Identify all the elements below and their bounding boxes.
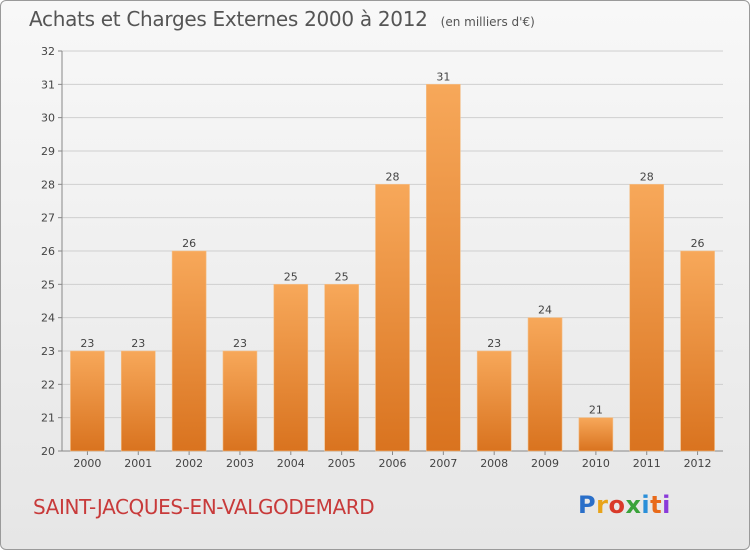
data-label-2012: 26 <box>691 237 705 250</box>
x-tick-label-2011: 2011 <box>633 457 661 470</box>
chart-title-text: Achats et Charges Externes 2000 à 2012 <box>29 7 428 31</box>
y-tick-label: 26 <box>41 245 55 258</box>
logo-letter: i <box>662 491 671 519</box>
y-tick-label: 32 <box>41 45 55 58</box>
chart-unit: (en milliers d'€) <box>440 15 535 29</box>
bar-2001 <box>120 350 156 452</box>
commune-name: SAINT-JACQUES-EN-VALGODEMARD <box>33 495 375 519</box>
x-tick-label-2002: 2002 <box>175 457 203 470</box>
y-tick-label: 22 <box>41 378 55 391</box>
data-label-2010: 21 <box>589 404 603 417</box>
logo-letter: P <box>578 491 597 519</box>
logo-letter: t <box>650 491 663 519</box>
x-tick-label-2004: 2004 <box>277 457 305 470</box>
y-tick-label: 24 <box>41 312 55 325</box>
data-label-2000: 23 <box>80 337 94 350</box>
data-label-2006: 28 <box>386 170 400 183</box>
y-tick-label: 25 <box>41 278 55 291</box>
x-tick-label-2005: 2005 <box>328 457 356 470</box>
x-tick-label-2000: 2000 <box>73 457 101 470</box>
y-tick-label: 29 <box>41 145 55 158</box>
logo-letter: x <box>625 491 642 519</box>
y-tick-label: 30 <box>41 112 55 125</box>
bar-2002 <box>171 250 207 452</box>
data-label-2007: 31 <box>436 70 450 83</box>
x-tick-label-2006: 2006 <box>379 457 407 470</box>
data-label-2001: 23 <box>131 337 145 350</box>
y-tick-label: 27 <box>41 212 55 225</box>
labels: 20 21 22 23 24 25 26 27 28 29 30 31 32 23 2000 23 2001 26… <box>41 45 712 470</box>
y-tick-label: 31 <box>41 78 55 91</box>
bar-2005 <box>324 284 359 452</box>
data-label-2009: 24 <box>538 304 552 317</box>
bar-2006 <box>375 184 410 452</box>
bar-2003 <box>222 350 258 452</box>
data-label-2004: 25 <box>284 270 298 283</box>
bar-2004 <box>273 284 309 452</box>
chart-title: Achats et Charges Externes 2000 à 2012 (… <box>29 7 535 31</box>
x-tick-label-2009: 2009 <box>531 457 559 470</box>
x-tick-label-2001: 2001 <box>124 457 152 470</box>
logo-letter: i <box>641 491 651 519</box>
bar-2011 <box>629 184 665 452</box>
y-tick-label: 23 <box>41 345 55 358</box>
y-tick-label: 21 <box>41 412 55 425</box>
bar-2012 <box>680 250 715 452</box>
data-label-2003: 23 <box>233 337 247 350</box>
data-label-2008: 23 <box>487 337 501 350</box>
x-tick-label-2010: 2010 <box>582 457 610 470</box>
bar-2007 <box>426 84 461 452</box>
data-label-2005: 25 <box>335 270 349 283</box>
logo-letter: o <box>608 491 626 519</box>
bar-2009 <box>527 317 563 452</box>
x-tick-label-2007: 2007 <box>429 457 457 470</box>
logo-letter: r <box>596 491 609 519</box>
bar-2000 <box>70 350 105 452</box>
proxiti-logo: Proxiti <box>578 491 671 519</box>
x-tick-label-2008: 2008 <box>480 457 508 470</box>
data-label-2011: 28 <box>640 170 654 183</box>
data-label-2002: 26 <box>182 237 196 250</box>
bars <box>70 84 715 452</box>
bar-2010 <box>578 417 614 452</box>
y-tick-label: 20 <box>41 445 55 458</box>
y-tick-label: 28 <box>41 178 55 191</box>
x-tick-label-2012: 2012 <box>684 457 712 470</box>
x-tick-label-2003: 2003 <box>226 457 254 470</box>
bar-2008 <box>476 350 512 452</box>
